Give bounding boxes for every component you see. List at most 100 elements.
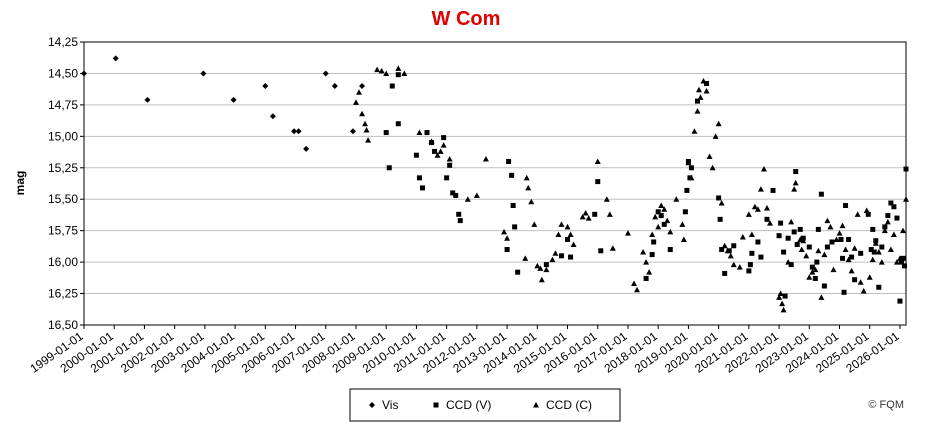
point-ccd-c — [842, 246, 849, 253]
point-ccd-v — [716, 195, 722, 201]
point-ccd-v — [661, 221, 667, 227]
point-ccd-v — [416, 175, 422, 181]
point-ccd-v — [682, 209, 688, 215]
point-ccd-v — [509, 172, 515, 178]
point-ccd-c — [537, 265, 544, 271]
point-ccd-v — [506, 158, 512, 164]
point-ccd-v — [719, 247, 725, 253]
point-ccd-v — [818, 191, 824, 197]
point-ccd-v — [843, 203, 849, 209]
point-ccd-c — [724, 247, 731, 254]
point-ccd-c — [525, 184, 532, 191]
point-ccd-c — [872, 240, 879, 246]
point-ccd-c — [522, 255, 529, 261]
point-ccd-v — [450, 190, 456, 196]
point-ccd-c — [352, 99, 359, 105]
y-tick-label: 16,50 — [48, 318, 78, 332]
y-axis-label: mag — [13, 171, 27, 196]
point-vis — [331, 83, 338, 90]
point-ccd-v — [595, 179, 601, 185]
point-ccd-c — [359, 110, 366, 117]
point-ccd-c — [715, 120, 722, 127]
point-ccd-v — [815, 226, 821, 232]
point-ccd-c — [416, 129, 423, 136]
point-ccd-c — [854, 211, 861, 217]
point-ccd-v — [758, 254, 764, 260]
point-ccd-c — [767, 220, 774, 226]
point-ccd-v — [797, 226, 803, 232]
point-ccd-c — [836, 230, 843, 236]
point-ccd-v — [447, 162, 453, 168]
point-ccd-c — [667, 228, 674, 235]
point-ccd-v — [764, 216, 770, 222]
point-ccd-v — [389, 83, 395, 89]
point-ccd-c — [464, 196, 471, 202]
copyright-text: © FQM — [868, 399, 904, 411]
point-ccd-c — [785, 259, 792, 265]
point-ccd-c — [893, 259, 900, 265]
point-ccd-v — [870, 226, 876, 232]
y-tick-label: 15,25 — [48, 161, 78, 175]
point-vis — [291, 128, 298, 135]
point-ccd-c — [721, 242, 728, 249]
point-ccd-c — [646, 269, 653, 275]
point-ccd-v — [747, 262, 753, 268]
point-ccd-c — [658, 202, 665, 209]
point-ccd-c — [824, 217, 831, 224]
point-ccd-c — [606, 211, 613, 217]
point-ccd-v — [846, 236, 852, 242]
point-ccd-c — [473, 192, 480, 198]
x-axis: 1999-01-012000-01-012001-01-012002-01-01… — [27, 325, 902, 376]
point-ccd-c — [655, 223, 662, 230]
point-ccd-v — [806, 244, 812, 250]
point-vis — [349, 128, 356, 135]
point-ccd-v — [840, 255, 846, 261]
point-ccd-c — [881, 227, 888, 234]
point-ccd-v — [515, 269, 521, 275]
point-ccd-c — [899, 227, 906, 234]
legend-label: CCD (V) — [446, 398, 491, 412]
point-vis — [112, 55, 119, 62]
point-vis — [81, 70, 87, 77]
point-ccd-c — [482, 155, 489, 162]
point-ccd-c — [739, 233, 746, 240]
point-vis — [295, 128, 302, 135]
point-ccd-c — [585, 215, 592, 221]
point-ccd-v — [444, 175, 450, 181]
point-ccd-c — [839, 222, 846, 229]
point-ccd-v — [684, 187, 690, 193]
point-ccd-v — [694, 98, 700, 104]
point-ccd-c — [780, 306, 787, 313]
point-ccd-c — [362, 120, 369, 127]
point-ccd-c — [688, 174, 695, 181]
y-tick-label: 15,50 — [48, 192, 78, 206]
point-ccd-v — [812, 275, 818, 281]
point-ccd-c — [903, 196, 909, 202]
point-ccd-c — [609, 245, 616, 251]
point-ccd-c — [788, 218, 795, 225]
point-ccd-v — [722, 270, 728, 276]
point-ccd-v — [558, 253, 564, 259]
point-ccd-c — [866, 274, 873, 280]
point-ccd-v — [785, 235, 791, 241]
point-ccd-v — [453, 192, 459, 198]
point-ccd-c — [649, 231, 656, 237]
point-ccd-v — [885, 213, 891, 219]
point-ccd-v — [829, 239, 835, 245]
point-ccd-c — [437, 148, 444, 154]
point-ccd-v — [782, 293, 788, 299]
point-vis — [359, 83, 366, 90]
point-ccd-c — [833, 236, 840, 242]
point-vis — [269, 113, 276, 120]
point-ccd-c — [845, 256, 852, 263]
legend-marker-triangle — [533, 402, 539, 408]
point-ccd-c — [582, 210, 589, 216]
point-ccd-v — [512, 224, 518, 230]
point-ccd-c — [543, 266, 550, 273]
point-ccd-c — [501, 228, 508, 235]
point-ccd-v — [543, 262, 549, 268]
point-ccd-v — [749, 250, 755, 256]
point-ccd-c — [640, 249, 647, 255]
point-ccd-c — [697, 94, 704, 100]
point-ccd-c — [792, 179, 799, 186]
